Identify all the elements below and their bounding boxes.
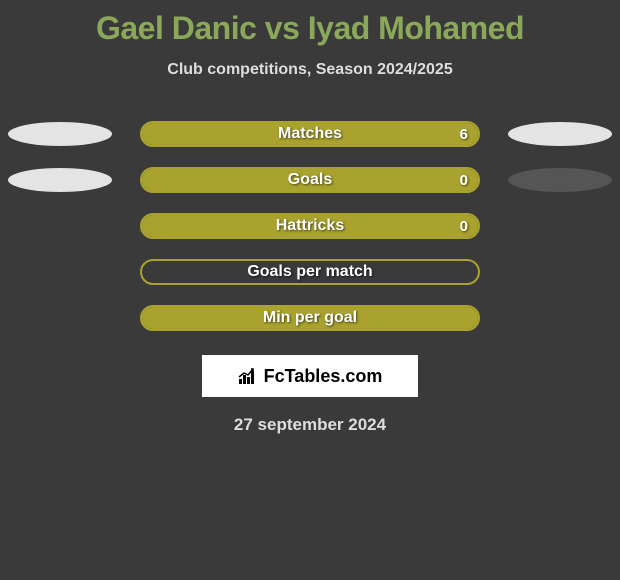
page-title: Gael Danic vs Iyad Mohamed [0,0,620,47]
bar-label-gpm: Goals per match [247,263,372,281]
logo: FcTables.com [238,366,383,387]
bar-hattricks: Hattricks 0 [140,213,480,239]
bar-label-mpg: Min per goal [263,309,357,327]
page-subtitle: Club competitions, Season 2024/2025 [0,61,620,79]
infographic-container: Gael Danic vs Iyad Mohamed Club competit… [0,0,620,580]
stat-row-mpg: Min per goal [0,295,620,341]
left-marker-goals [8,168,112,192]
bar-value-matches: 6 [460,126,468,143]
bar-goals: Goals 0 [140,167,480,193]
logo-text: FcTables.com [264,366,383,387]
date-text: 27 september 2024 [0,415,620,435]
stats-area: Matches 6 Goals 0 Hattricks 0 [0,111,620,341]
stat-row-matches: Matches 6 [0,111,620,157]
stat-row-goals: Goals 0 [0,157,620,203]
bar-label-matches: Matches [278,125,342,143]
bar-matches: Matches 6 [140,121,480,147]
stat-row-hattricks: Hattricks 0 [0,203,620,249]
left-marker-matches [8,122,112,146]
bar-chart-icon [238,367,260,385]
bar-value-goals: 0 [460,172,468,189]
right-marker-matches [508,122,612,146]
right-marker-goals [508,168,612,192]
bar-mpg: Min per goal [140,305,480,331]
bar-label-goals: Goals [288,171,332,189]
bar-label-hattricks: Hattricks [276,217,344,235]
bar-gpm: Goals per match [140,259,480,285]
logo-box: FcTables.com [202,355,418,397]
stat-row-gpm: Goals per match [0,249,620,295]
bar-value-hattricks: 0 [460,218,468,235]
